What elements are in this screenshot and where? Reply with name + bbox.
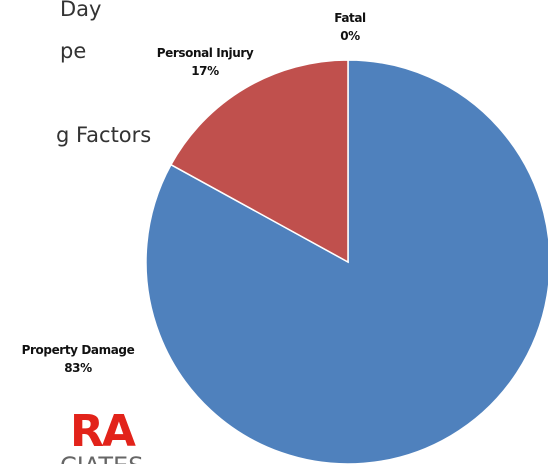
pie-chart: Fatal 0% Property Damage 83% Personal Injury… bbox=[22, 11, 548, 464]
bullet-text: g Factors bbox=[56, 123, 151, 147]
slice-value-label: 17% bbox=[191, 64, 219, 78]
logo-subtitle: CIATES bbox=[60, 452, 143, 464]
slice-label: Personal Injury bbox=[157, 46, 254, 60]
bullet-text: pe bbox=[60, 39, 86, 63]
slice-label: Property Damage bbox=[22, 343, 135, 357]
slice-value-label: 83% bbox=[64, 361, 92, 375]
pie-slice bbox=[169, 59, 349, 264]
bullet-text: Day bbox=[60, 0, 101, 21]
logo: RA bbox=[70, 406, 136, 457]
slice-label: Fatal bbox=[334, 11, 366, 25]
slice-value-label: 0% bbox=[340, 29, 360, 43]
